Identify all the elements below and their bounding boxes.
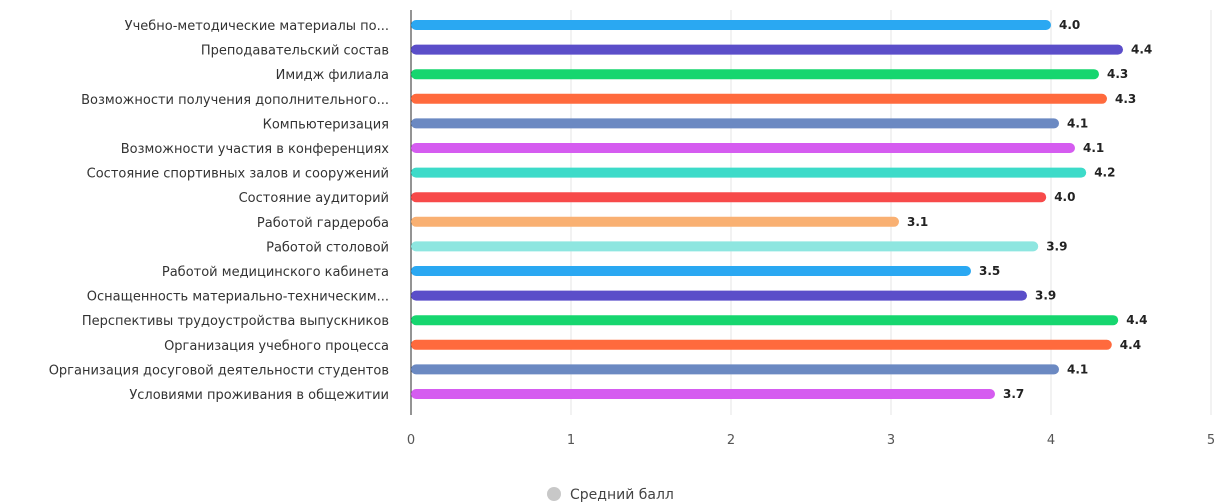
x-tick-label: 1 [567,433,575,448]
bars-layer: 4.04.44.34.34.14.14.24.03.13.93.53.94.44… [411,18,1152,401]
bar[interactable] [411,339,1112,350]
data-label: 4.0 [1054,190,1075,204]
bar[interactable] [411,315,1119,326]
x-axis-ticks-layer: 0 1 2 3 4 5 [407,433,1215,448]
category-label: Работой столовой [266,240,389,255]
category-label: Условиями проживания в общежитии [129,388,389,403]
legend[interactable]: Средний балл [547,487,674,503]
data-label: 3.7 [1003,387,1024,401]
data-label: 4.2 [1094,166,1115,180]
legend-marker[interactable] [547,487,561,501]
category-label: Преподавательский состав [201,44,389,59]
bar[interactable] [411,44,1123,55]
category-label: Состояние спортивных залов и сооружений [87,167,389,182]
x-tick-label: 0 [407,433,415,448]
category-label: Оснащенность материально-техническим... [87,290,389,305]
category-label: Учебно-методические материалы по... [125,19,389,34]
data-label: 3.1 [907,215,928,229]
data-label: 3.9 [1046,239,1067,253]
category-label: Состояние аудиторий [239,191,389,206]
data-label: 4.3 [1107,67,1128,81]
data-label: 4.4 [1126,313,1147,327]
bar[interactable] [411,266,971,276]
x-tick-label: 4 [1047,433,1055,448]
data-label: 4.3 [1115,92,1136,106]
category-label: Перспективы трудоустройства выпускников [82,314,389,329]
bar[interactable] [411,118,1059,129]
category-label: Компьютеризация [263,117,389,132]
bar[interactable] [411,241,1039,252]
category-label: Возможности получения дополнительного... [81,93,389,108]
bar[interactable] [411,389,995,399]
bar[interactable] [411,143,1075,153]
data-label: 4.1 [1083,141,1104,155]
category-label: Организация досуговой деятельности студе… [49,363,389,378]
data-label: 3.9 [1035,289,1056,303]
category-label: Работой медицинского кабинета [162,265,389,280]
data-label: 4.4 [1131,43,1152,57]
x-tick-label: 3 [887,433,895,448]
category-label: Имидж филиала [276,68,389,83]
x-tick-label: 2 [727,433,735,448]
data-label: 3.5 [979,264,1000,278]
bar[interactable] [411,364,1059,375]
data-label: 4.0 [1059,18,1080,32]
category-label: Организация учебного процесса [164,339,389,354]
bar[interactable] [411,20,1051,30]
legend-label[interactable]: Средний балл [570,487,674,503]
data-label: 4.1 [1067,116,1088,130]
bar[interactable] [411,290,1027,301]
x-tick-label: 5 [1207,433,1215,448]
data-label: 4.4 [1120,338,1141,352]
bar[interactable] [411,93,1107,104]
data-label: 4.1 [1067,362,1088,376]
category-label: Возможности участия в конференциях [121,142,390,157]
bar[interactable] [411,216,899,227]
bar[interactable] [411,167,1087,178]
bar[interactable] [411,69,1099,80]
category-label: Работой гардероба [257,216,389,231]
bar[interactable] [411,192,1047,203]
category-labels-layer: Учебно-методические материалы по... Препо… [49,19,390,403]
